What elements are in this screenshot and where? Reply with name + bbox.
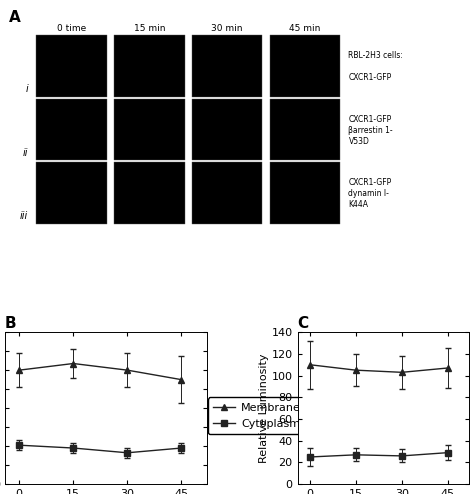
FancyBboxPatch shape (270, 98, 340, 160)
Text: B: B (5, 316, 17, 331)
Text: ii: ii (22, 148, 28, 158)
Text: 45 min: 45 min (289, 24, 320, 33)
FancyBboxPatch shape (36, 162, 107, 224)
FancyBboxPatch shape (36, 35, 107, 96)
Text: 0 time: 0 time (57, 24, 86, 33)
FancyBboxPatch shape (114, 98, 184, 160)
Text: C: C (298, 316, 309, 331)
Text: 30 min: 30 min (211, 24, 243, 33)
FancyBboxPatch shape (114, 162, 184, 224)
Y-axis label: Relative Luminosity: Relative Luminosity (259, 353, 269, 463)
FancyBboxPatch shape (270, 35, 340, 96)
Text: 15 min: 15 min (134, 24, 165, 33)
Legend: Membrane, Cytoplasm: Membrane, Cytoplasm (208, 397, 307, 434)
Text: RBL-2H3 cells:

CXCR1-GFP: RBL-2H3 cells: CXCR1-GFP (348, 51, 403, 82)
FancyBboxPatch shape (114, 35, 184, 96)
FancyBboxPatch shape (36, 98, 107, 160)
FancyBboxPatch shape (192, 162, 262, 224)
FancyBboxPatch shape (270, 162, 340, 224)
Text: A: A (9, 10, 21, 25)
Text: iii: iii (20, 211, 28, 221)
FancyBboxPatch shape (192, 35, 262, 96)
Text: CXCR1-GFP
dynamin I-
K44A: CXCR1-GFP dynamin I- K44A (348, 178, 392, 209)
Text: i: i (25, 84, 28, 94)
FancyBboxPatch shape (192, 98, 262, 160)
Text: CXCR1-GFP
βarrestin 1-
V53D: CXCR1-GFP βarrestin 1- V53D (348, 115, 393, 146)
